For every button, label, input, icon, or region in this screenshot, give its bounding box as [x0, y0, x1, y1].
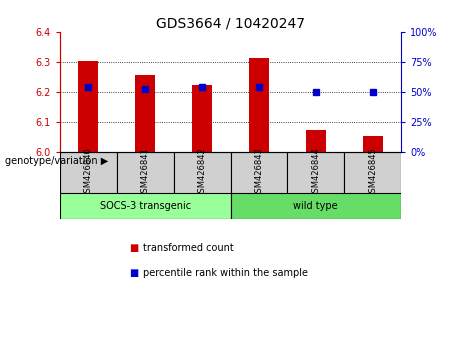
Text: SOCS-3 transgenic: SOCS-3 transgenic: [100, 201, 191, 211]
Text: GSM426840: GSM426840: [84, 147, 93, 198]
Bar: [135, 75, 155, 153]
Bar: [117, 153, 174, 193]
Bar: [230, 193, 401, 219]
Bar: [174, 153, 230, 193]
Text: ■: ■: [129, 243, 138, 253]
Text: GSM426842: GSM426842: [198, 147, 207, 198]
Text: genotype/variation ▶: genotype/variation ▶: [5, 156, 108, 166]
Bar: [287, 153, 344, 193]
Bar: [60, 193, 230, 219]
Text: GSM426843: GSM426843: [254, 147, 263, 198]
Bar: [344, 153, 401, 193]
Text: percentile rank within the sample: percentile rank within the sample: [143, 268, 308, 278]
Text: transformed count: transformed count: [143, 243, 234, 253]
Text: GSM426845: GSM426845: [368, 147, 377, 198]
Bar: [60, 153, 117, 193]
Bar: [192, 85, 212, 153]
Bar: [363, 136, 383, 153]
Bar: [230, 153, 287, 193]
Text: wild type: wild type: [294, 201, 338, 211]
Title: GDS3664 / 10420247: GDS3664 / 10420247: [156, 17, 305, 31]
Bar: [249, 58, 269, 153]
Text: GSM426841: GSM426841: [141, 147, 150, 198]
Text: GSM426844: GSM426844: [311, 147, 320, 198]
Bar: [306, 131, 326, 153]
Text: ■: ■: [129, 268, 138, 278]
Bar: [78, 61, 98, 153]
